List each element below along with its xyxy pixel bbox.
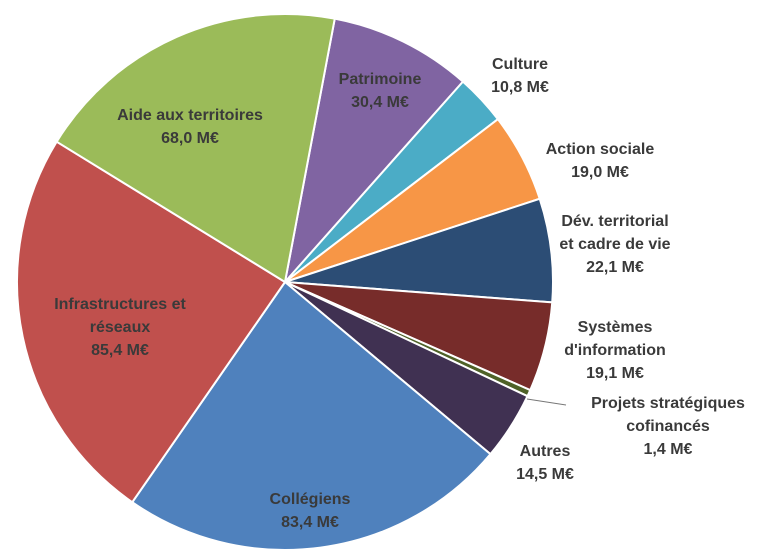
slice-label: Systèmes bbox=[578, 319, 653, 336]
value-label: 30,4 M€ bbox=[351, 94, 409, 111]
pie-slice bbox=[130, 280, 492, 550]
slice-label: d'information bbox=[564, 342, 666, 359]
slice-label: cofinancés bbox=[626, 418, 710, 435]
pie-slice bbox=[283, 17, 465, 286]
slice-label: Projets stratégiques bbox=[591, 395, 745, 412]
slice-label: Autres bbox=[520, 443, 571, 460]
value-label: 1,4 M€ bbox=[644, 441, 693, 458]
value-label: 14,5 M€ bbox=[516, 466, 574, 483]
value-label: 22,1 M€ bbox=[586, 259, 644, 276]
value-label: 68,0 M€ bbox=[161, 130, 219, 147]
value-label: 83,4 M€ bbox=[281, 514, 339, 531]
pie-slice bbox=[16, 140, 287, 504]
slice-label: Aide aux territoires bbox=[117, 107, 263, 124]
value-label: 19,0 M€ bbox=[571, 164, 629, 181]
slice-label: Patrimoine bbox=[339, 71, 422, 88]
pie-slice bbox=[55, 13, 336, 284]
leader-line bbox=[526, 398, 567, 406]
slice-label: Collégiens bbox=[270, 491, 351, 508]
value-label: 19,1 M€ bbox=[586, 365, 644, 382]
slice-label: Dév. territorial bbox=[561, 213, 668, 230]
slice-label: Action sociale bbox=[546, 141, 655, 158]
value-label: 85,4 M€ bbox=[91, 342, 149, 359]
slice-label: Infrastructures et bbox=[54, 296, 186, 313]
slice-label: Culture bbox=[492, 56, 548, 73]
slice-label: et cadre de vie bbox=[559, 236, 670, 253]
value-label: 10,8 M€ bbox=[491, 79, 549, 96]
slice-label: réseaux bbox=[90, 319, 151, 336]
